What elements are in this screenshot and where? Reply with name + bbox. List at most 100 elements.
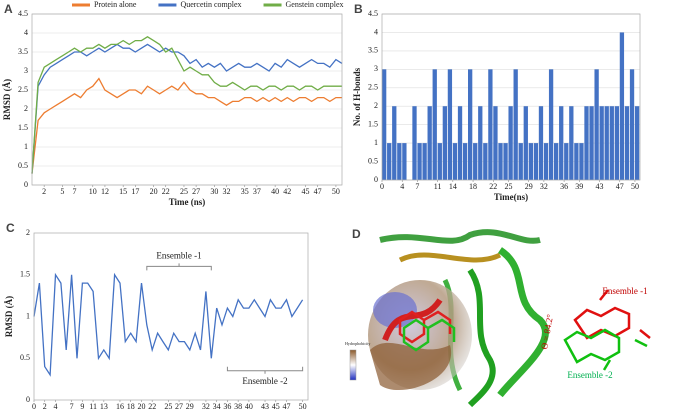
y-tick-label: 0 xyxy=(24,180,28,189)
x-tick-label: 50 xyxy=(332,187,340,196)
x-tick-label: 11 xyxy=(434,182,442,191)
panel-label: B xyxy=(354,2,363,16)
bracket xyxy=(146,263,212,271)
x-tick-label: 50 xyxy=(631,182,639,191)
bar xyxy=(513,69,518,180)
bar xyxy=(412,106,417,180)
bar xyxy=(548,69,554,180)
bar xyxy=(498,143,503,180)
y-tick-label: 1 xyxy=(374,138,378,147)
bar xyxy=(457,106,463,180)
y-axis-label: RMSD (Å) xyxy=(2,79,12,120)
y-tick-label: 2 xyxy=(24,104,28,113)
x-tick-label: 22 xyxy=(489,182,497,191)
x-tick-label: 27 xyxy=(175,402,183,410)
bar xyxy=(624,106,630,180)
line xyxy=(33,272,304,377)
bar xyxy=(629,69,635,180)
bar xyxy=(452,143,458,180)
bar xyxy=(634,106,640,180)
x-tick-label: 45 xyxy=(272,402,280,410)
x-tick-label: 32 xyxy=(223,187,231,196)
bar xyxy=(564,143,569,180)
legend-title: Hydrophobicity xyxy=(345,341,370,346)
bar xyxy=(518,143,523,180)
bar xyxy=(594,69,599,180)
x-tick-label: 13 xyxy=(100,402,108,410)
bar xyxy=(427,106,432,180)
bar xyxy=(543,143,549,180)
x-tick-label: 4 xyxy=(53,402,57,410)
bar xyxy=(483,143,488,180)
bar xyxy=(473,143,478,180)
x-tick-label: 22 xyxy=(148,402,156,410)
x-tick-label: 45 xyxy=(302,187,310,196)
x-tick-label: 18 xyxy=(469,182,477,191)
x-tick-label: 7 xyxy=(73,187,77,196)
y-tick-label: 2.5 xyxy=(368,83,378,92)
y-tick-label: 4.5 xyxy=(368,9,378,18)
x-tick-label: 40 xyxy=(271,187,279,196)
x-tick-label: 12 xyxy=(101,187,109,196)
x-tick-label: 43 xyxy=(261,402,269,410)
bar xyxy=(488,69,493,180)
legend-label: Quercetin complex xyxy=(180,0,241,9)
x-tick-label: 43 xyxy=(596,182,604,191)
y-tick-label: 0.5 xyxy=(20,353,30,362)
line xyxy=(31,43,343,174)
bar xyxy=(559,106,564,180)
y-tick-label: 3 xyxy=(374,64,378,73)
x-tick-label: 40 xyxy=(245,402,253,410)
panel-label: C xyxy=(6,221,15,235)
bar xyxy=(422,143,427,180)
bar xyxy=(528,143,534,180)
legend-label: Protein alone xyxy=(94,0,137,9)
bar xyxy=(554,143,559,180)
x-tick-label: 35 xyxy=(241,187,249,196)
x-tick-label: 47 xyxy=(283,402,291,410)
bar xyxy=(609,106,614,180)
bar xyxy=(437,143,442,180)
x-tick-label: 2 xyxy=(43,402,47,410)
y-tick-label: 4.5 xyxy=(18,9,28,18)
x-axis-label: Time(ns) xyxy=(494,192,528,202)
bar xyxy=(619,32,625,180)
bar xyxy=(468,69,473,180)
x-tick-label: 29 xyxy=(186,402,194,410)
ensemble-label: Ensemble -2 xyxy=(567,370,612,380)
bar xyxy=(387,143,392,180)
x-tick-label: 36 xyxy=(560,182,568,191)
bar xyxy=(462,143,468,180)
x-tick-label: 25 xyxy=(164,402,172,410)
bar xyxy=(432,69,437,180)
line xyxy=(31,77,342,174)
bar xyxy=(478,106,483,180)
protein-image xyxy=(349,228,651,408)
y-tick-label: 1 xyxy=(26,311,30,320)
x-tick-label: 10 xyxy=(89,187,97,196)
y-tick-label: 1.5 xyxy=(18,123,28,132)
x-tick-label: 20 xyxy=(137,402,145,410)
x-tick-label: 22 xyxy=(162,187,170,196)
legend-label: Genstein complex xyxy=(286,0,344,9)
x-tick-label: 4 xyxy=(400,182,404,191)
bar xyxy=(397,143,402,180)
bar xyxy=(604,106,609,180)
bar xyxy=(382,69,387,180)
x-tick-label: 2 xyxy=(42,187,46,196)
bar xyxy=(614,106,620,180)
x-tick-label: 42 xyxy=(283,187,291,196)
bar xyxy=(599,106,604,180)
x-tick-label: 47 xyxy=(314,187,322,196)
y-axis-label: RMSD (Å) xyxy=(4,296,14,337)
y-tick-label: 2.5 xyxy=(18,85,28,94)
y-tick-label: 0.5 xyxy=(18,161,28,170)
bar xyxy=(402,143,407,180)
bar xyxy=(503,143,508,180)
y-tick-label: 1.5 xyxy=(368,119,378,128)
bar xyxy=(493,106,498,180)
x-tick-label: 7 xyxy=(415,182,419,191)
panel-label: D xyxy=(352,227,361,241)
x-axis-label: Time (ns) xyxy=(169,197,206,207)
